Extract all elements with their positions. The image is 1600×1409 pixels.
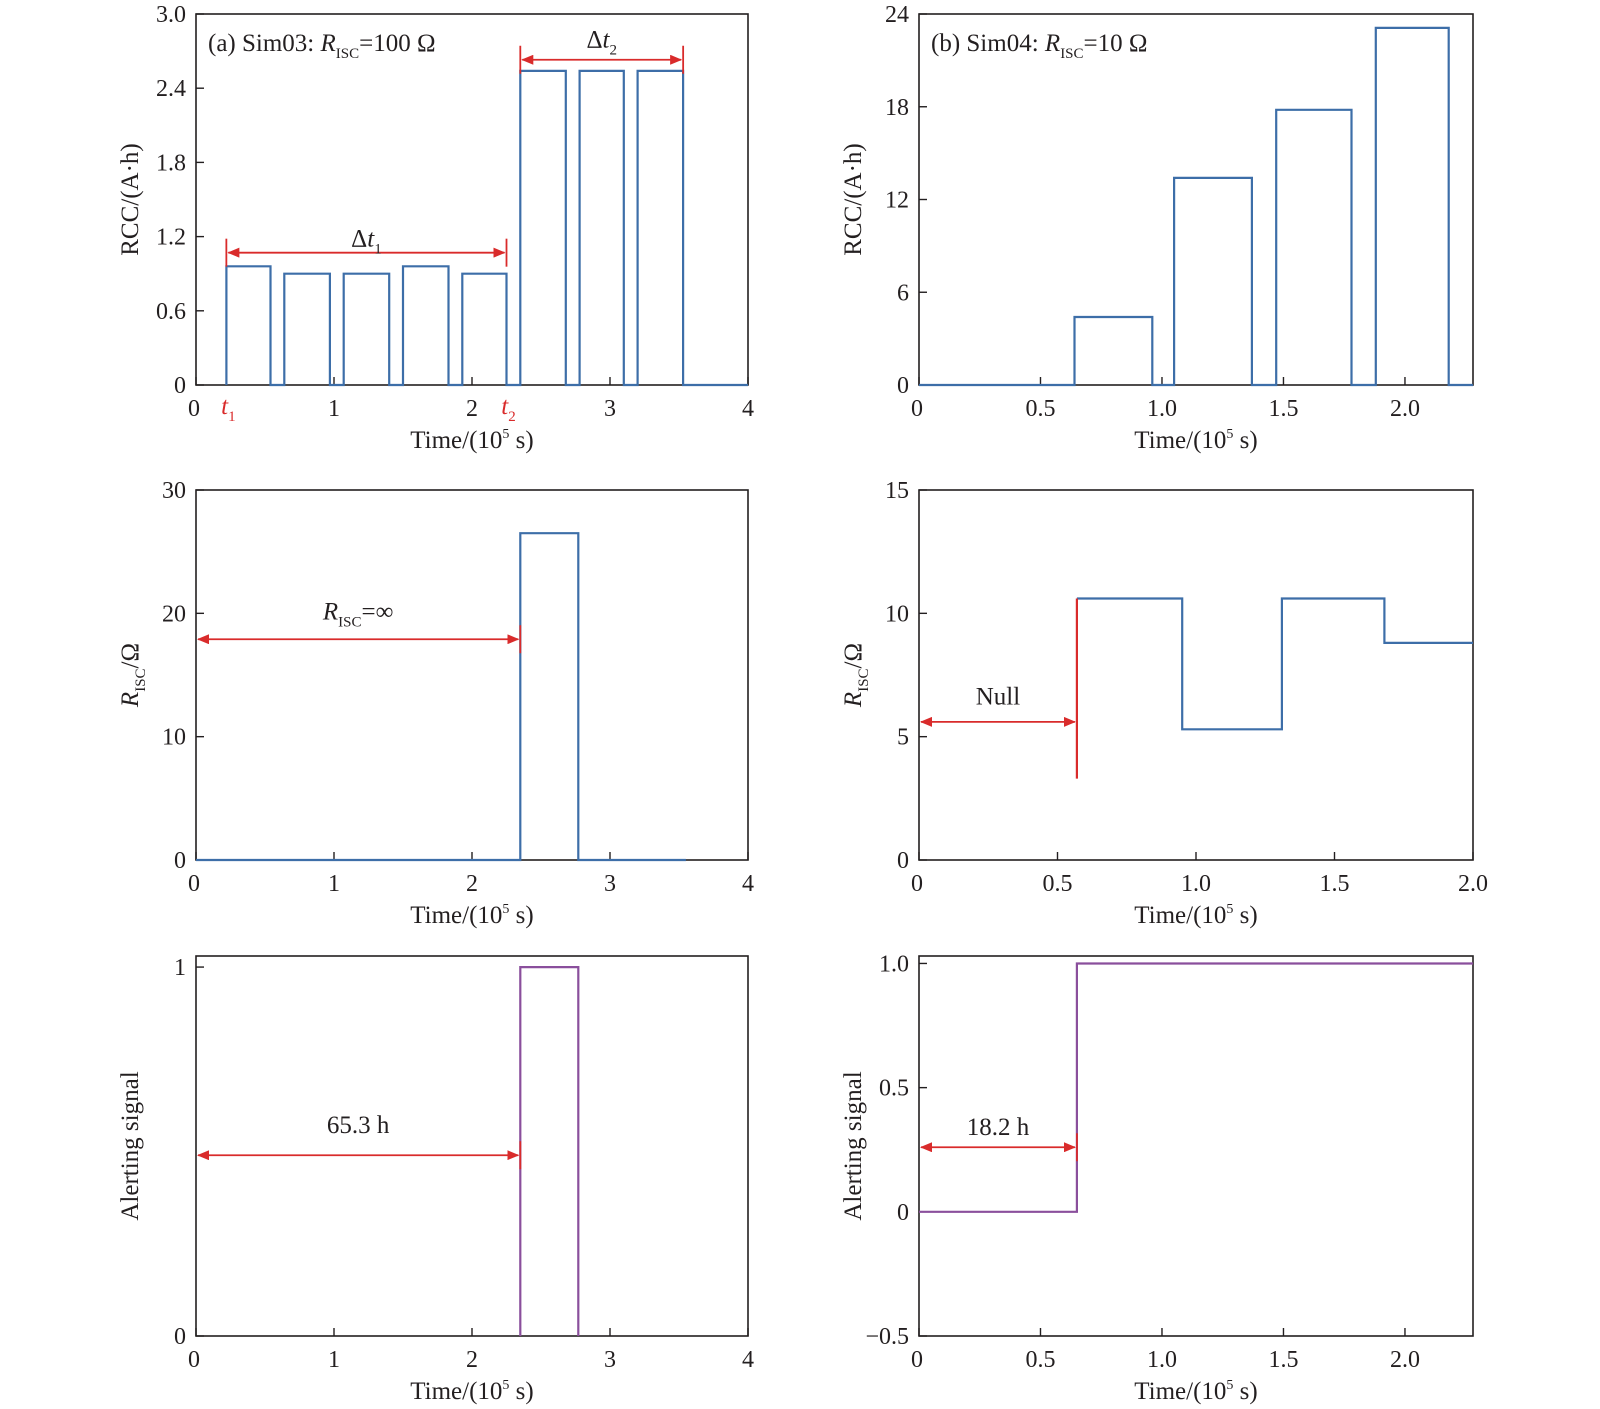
annotation-label: Δt1 (351, 225, 382, 257)
x-axis-label: Time/(105 s) (1134, 427, 1257, 454)
x-tick-label: 3 (604, 871, 616, 897)
x-tick-label: 0 (188, 871, 200, 897)
plot-frame (918, 489, 1474, 861)
y-tick-label: 0 (897, 1200, 909, 1226)
y-tick-label: 0 (174, 848, 186, 874)
x-axis-label: Time/(105 s) (410, 902, 533, 929)
x-tick-label: 0 (188, 396, 200, 422)
y-tick-label: 1 (174, 955, 186, 981)
y-tick-label: 18 (885, 95, 909, 121)
x-tick-label: 2.0 (1390, 1347, 1420, 1373)
plot-frame (918, 13, 1474, 386)
y-tick-label: 20 (162, 601, 186, 627)
x-tick-label: 1.5 (1268, 396, 1298, 422)
y-tick-label: 12 (885, 188, 909, 214)
y-tick-label: 0 (897, 373, 909, 399)
series-line (519, 966, 580, 1336)
x-tick-label: 4 (742, 871, 754, 897)
plot-frame (195, 13, 749, 386)
y-axis-label: RCC/(A·h) (117, 143, 144, 256)
panel-title: (a) Sim03: RISC=100 Ω (208, 30, 436, 62)
y-tick-label: −0.5 (865, 1324, 909, 1350)
x-tick-label: 2 (466, 396, 478, 422)
x-tick-label: 1 (328, 871, 340, 897)
y-tick-label: 1.0 (879, 951, 909, 977)
x-tick-label: 2 (466, 1347, 478, 1373)
x-tick-label: 1.5 (1320, 871, 1350, 897)
annotation-label: 18.2 h (967, 1114, 1030, 1141)
plot-frame (195, 955, 749, 1337)
y-tick-label: 1.8 (156, 150, 186, 176)
series-line (1076, 597, 1473, 731)
panel-title: (b) Sim04: RISC=10 Ω (931, 30, 1147, 62)
x-tick-label: 0.5 (1025, 1347, 1055, 1373)
x-tick-label: 1 (328, 396, 340, 422)
y-tick-label: 30 (162, 478, 186, 504)
series-line (919, 26, 1473, 387)
annotation-label: RISC=∞ (322, 599, 394, 631)
x-axis-label: Time/(105 s) (410, 427, 533, 454)
y-tick-label: 24 (885, 2, 909, 28)
y-axis-label: Alerting signal (840, 1071, 867, 1220)
x-tick-label: 2.0 (1458, 871, 1488, 897)
x-tick-label: 1.0 (1181, 871, 1211, 897)
x-axis-label: Time/(105 s) (1134, 902, 1257, 929)
x-tick-label: 3 (604, 1347, 616, 1373)
y-axis-label: RISC/Ω (117, 643, 149, 708)
x-tick-label: 4 (742, 396, 754, 422)
panel-a-risc: 0 1 2 3 4 0 10 20 30 Time/(105 s) RISC/Ω RISC=∞ (117, 478, 754, 929)
y-axis-label: RCC/(A·h) (840, 143, 867, 256)
series-line (196, 532, 686, 862)
x-tick-label: 0.5 (1043, 871, 1073, 897)
y-tick-label: 0 (174, 373, 186, 399)
y-tick-label: 2.4 (156, 76, 186, 102)
y-axis-label: RISC/Ω (840, 643, 872, 708)
x-tick-label: 2 (466, 871, 478, 897)
x-tick-label: 0 (911, 1347, 923, 1373)
y-tick-label: 6 (897, 280, 909, 306)
y-tick-label: 5 (897, 725, 909, 751)
y-tick-label: 0.5 (879, 1076, 909, 1102)
x-tick-label: 0 (911, 396, 923, 422)
annotation-label: Δt2 (586, 26, 617, 58)
x-tick-label: 1.5 (1268, 1347, 1298, 1373)
x-tick-label: 0 (188, 1347, 200, 1373)
y-tick-label: 10 (162, 725, 186, 751)
annotation-label: 65.3 h (327, 1112, 390, 1139)
y-tick-label: 15 (885, 478, 909, 504)
panel-b-risc: 0 0.5 1.0 1.5 2.0 0 5 10 15 Time/(105 s) RISC/Ω Nul… (840, 478, 1488, 929)
x-tick-label: 0 (911, 871, 923, 897)
y-tick-label: 0.6 (156, 299, 186, 325)
y-tick-label: 0 (897, 848, 909, 874)
x-tick-label: 2.0 (1390, 396, 1420, 422)
x-tick-label: 3 (604, 396, 616, 422)
y-tick-label: 3.0 (156, 2, 186, 28)
plot-frame (195, 489, 749, 861)
x-tick-label: 1.0 (1147, 1347, 1177, 1373)
y-axis-label: Alerting signal (117, 1071, 144, 1220)
x-axis-label: Time/(105 s) (410, 1378, 533, 1405)
time-marker-label: t2 (501, 393, 515, 425)
panel-b-rcc: 0 0.5 1.0 1.5 2.0 0 6 12 18 24 Time/(105 s) RCC/(A·… (840, 2, 1474, 454)
y-tick-label: 0 (174, 1324, 186, 1350)
plot-frame (918, 955, 1474, 1337)
x-tick-label: 4 (742, 1347, 754, 1373)
panel-a-alert: 0 1 2 3 4 0 1 Time/(105 s) Alerting signal 65.3 h (117, 955, 754, 1405)
x-tick-label: 1 (328, 1347, 340, 1373)
x-axis-label: Time/(105 s) (1134, 1378, 1257, 1405)
annotation-label: Null (976, 684, 1021, 711)
y-tick-label: 10 (885, 601, 909, 627)
y-tick-label: 1.2 (156, 225, 186, 251)
series-line (225, 69, 748, 387)
panel-a-rcc: 0 1 2 3 4 0 0.6 1.2 1.8 2.4 3.0 Time/(105 s) RCC/(A·… (117, 2, 754, 454)
series-line (919, 962, 1473, 1213)
x-tick-label: 1.0 (1147, 396, 1177, 422)
time-marker-label: t1 (221, 393, 235, 425)
x-tick-label: 0.5 (1025, 396, 1055, 422)
